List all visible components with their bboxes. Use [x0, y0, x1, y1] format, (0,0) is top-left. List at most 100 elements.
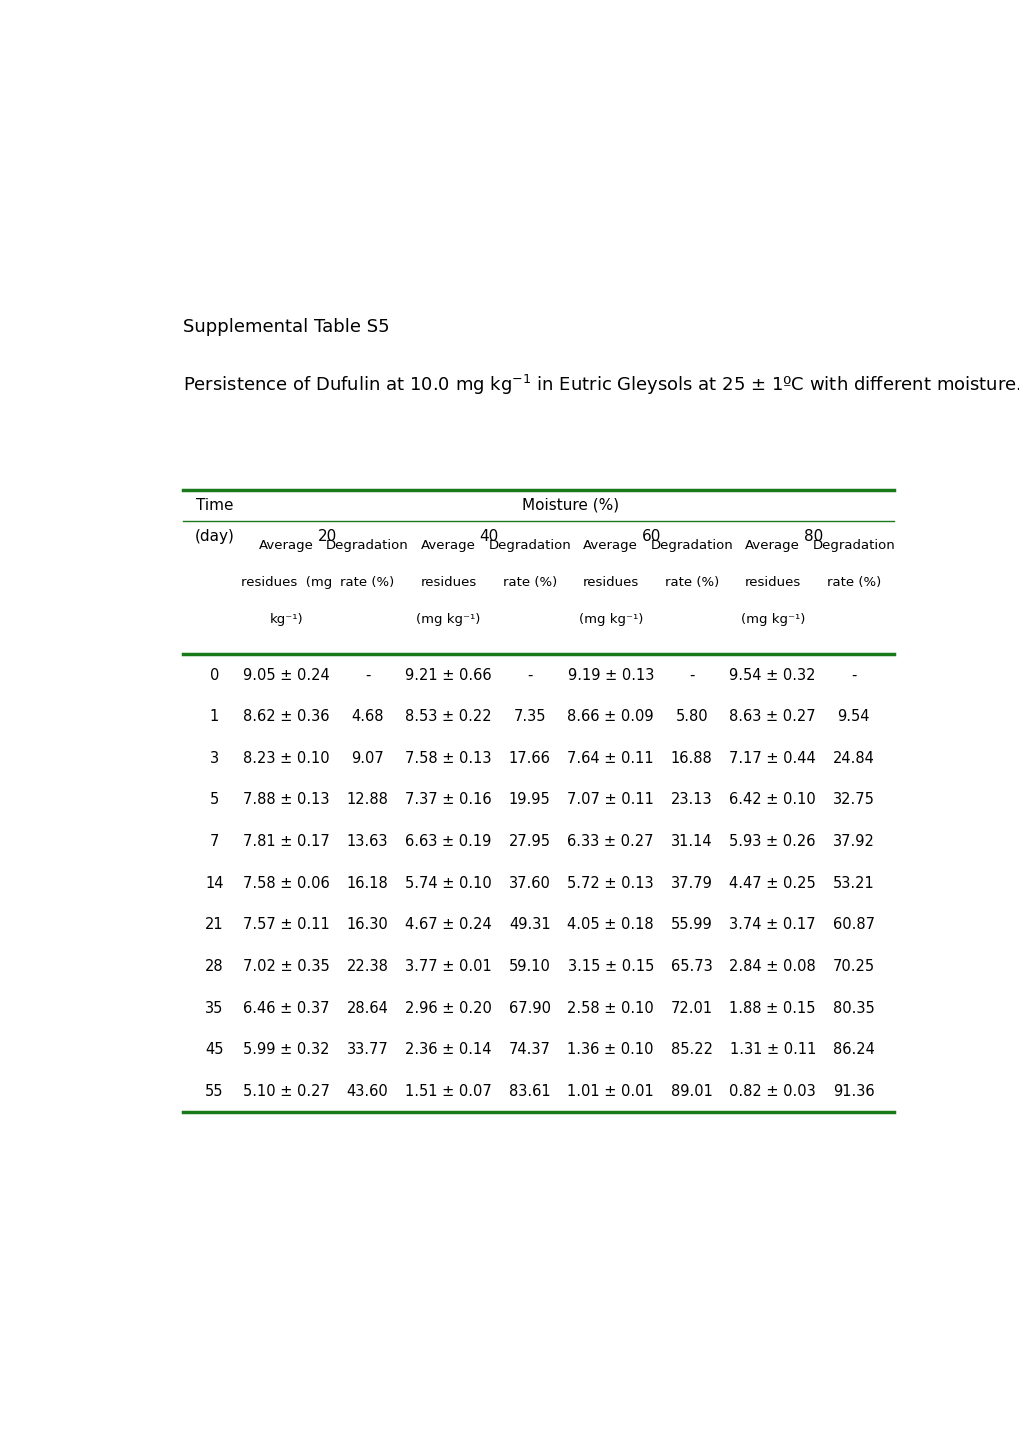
Text: Moisture (%): Moisture (%) [521, 498, 619, 512]
Text: Degradation: Degradation [326, 538, 409, 551]
Text: 8.63 ± 0.27: 8.63 ± 0.27 [729, 709, 815, 724]
Text: 7: 7 [210, 834, 219, 848]
Text: 5.74 ± 0.10: 5.74 ± 0.10 [405, 876, 491, 890]
Text: 37.92: 37.92 [833, 834, 874, 848]
Text: 27.95: 27.95 [508, 834, 550, 848]
Text: Average: Average [583, 538, 638, 551]
Text: 1.51 ± 0.07: 1.51 ± 0.07 [405, 1084, 491, 1098]
Text: 53.21: 53.21 [833, 876, 873, 890]
Text: 9.19 ± 0.13: 9.19 ± 0.13 [567, 668, 653, 683]
Text: 32.75: 32.75 [833, 792, 874, 808]
Text: 5.93 ± 0.26: 5.93 ± 0.26 [729, 834, 815, 848]
Text: 59.10: 59.10 [508, 960, 550, 974]
Text: 86.24: 86.24 [833, 1042, 874, 1058]
Text: 49.31: 49.31 [508, 918, 550, 932]
Text: -: - [689, 668, 694, 683]
Text: 74.37: 74.37 [508, 1042, 550, 1058]
Text: residues: residues [744, 576, 800, 589]
Text: 16.18: 16.18 [346, 876, 388, 890]
Text: Supplemental Table S5: Supplemental Table S5 [182, 317, 389, 336]
Text: 16.88: 16.88 [671, 750, 712, 766]
Text: (mg kg⁻¹): (mg kg⁻¹) [578, 613, 642, 626]
Text: 7.81 ± 0.17: 7.81 ± 0.17 [243, 834, 329, 848]
Text: kg⁻¹): kg⁻¹) [269, 613, 303, 626]
Text: rate (%): rate (%) [502, 576, 556, 589]
Text: 21: 21 [205, 918, 223, 932]
Text: 6.42 ± 0.10: 6.42 ± 0.10 [729, 792, 815, 808]
Text: 7.37 ± 0.16: 7.37 ± 0.16 [405, 792, 491, 808]
Text: Degradation: Degradation [488, 538, 571, 551]
Text: 6.63 ± 0.19: 6.63 ± 0.19 [406, 834, 491, 848]
Text: Persistence of Dufulin at 10.0 mg kg$^{-1}$ in Eutric Gleysols at 25 ± 1ºC with : Persistence of Dufulin at 10.0 mg kg$^{-… [182, 374, 1019, 397]
Text: 7.17 ± 0.44: 7.17 ± 0.44 [729, 750, 815, 766]
Text: 2.58 ± 0.10: 2.58 ± 0.10 [567, 1000, 653, 1016]
Text: 1.88 ± 0.15: 1.88 ± 0.15 [729, 1000, 815, 1016]
Text: 65.73: 65.73 [671, 960, 712, 974]
Text: 8.23 ± 0.10: 8.23 ± 0.10 [244, 750, 329, 766]
Text: 80: 80 [803, 530, 822, 544]
Text: 9.05 ± 0.24: 9.05 ± 0.24 [243, 668, 329, 683]
Text: 17.66: 17.66 [508, 750, 550, 766]
Text: 8.53 ± 0.22: 8.53 ± 0.22 [405, 709, 491, 724]
Text: 55: 55 [205, 1084, 223, 1098]
Text: 60.87: 60.87 [832, 918, 874, 932]
Text: 89.01: 89.01 [671, 1084, 712, 1098]
Text: 7.64 ± 0.11: 7.64 ± 0.11 [567, 750, 653, 766]
Text: 13.63: 13.63 [346, 834, 388, 848]
Text: 9.54 ± 0.32: 9.54 ± 0.32 [729, 668, 815, 683]
Text: 22.38: 22.38 [346, 960, 388, 974]
Text: 43.60: 43.60 [346, 1084, 388, 1098]
Text: 85.22: 85.22 [671, 1042, 712, 1058]
Text: 83.61: 83.61 [508, 1084, 550, 1098]
Text: 0: 0 [210, 668, 219, 683]
Text: -: - [527, 668, 532, 683]
Text: 3.74 ± 0.17: 3.74 ± 0.17 [729, 918, 815, 932]
Text: 8.62 ± 0.36: 8.62 ± 0.36 [244, 709, 329, 724]
Text: 3.15 ± 0.15: 3.15 ± 0.15 [567, 960, 653, 974]
Text: 67.90: 67.90 [508, 1000, 550, 1016]
Text: 24.84: 24.84 [833, 750, 874, 766]
Text: 5.99 ± 0.32: 5.99 ± 0.32 [244, 1042, 329, 1058]
Text: Average: Average [745, 538, 799, 551]
Text: 31.14: 31.14 [671, 834, 712, 848]
Text: (day): (day) [195, 530, 234, 544]
Text: Average: Average [259, 538, 314, 551]
Text: rate (%): rate (%) [664, 576, 718, 589]
Text: 4.47 ± 0.25: 4.47 ± 0.25 [729, 876, 815, 890]
Text: 4.05 ± 0.18: 4.05 ± 0.18 [567, 918, 653, 932]
Text: 28.64: 28.64 [346, 1000, 388, 1016]
Text: 8.66 ± 0.09: 8.66 ± 0.09 [567, 709, 653, 724]
Text: 19.95: 19.95 [508, 792, 550, 808]
Text: 28: 28 [205, 960, 223, 974]
Text: 7.57 ± 0.11: 7.57 ± 0.11 [243, 918, 329, 932]
Text: 9.21 ± 0.66: 9.21 ± 0.66 [405, 668, 491, 683]
Text: 0.82 ± 0.03: 0.82 ± 0.03 [729, 1084, 815, 1098]
Text: 5.80: 5.80 [675, 709, 707, 724]
Text: rate (%): rate (%) [340, 576, 394, 589]
Text: 33.77: 33.77 [346, 1042, 388, 1058]
Text: 23.13: 23.13 [671, 792, 712, 808]
Text: 3: 3 [210, 750, 219, 766]
Text: residues: residues [420, 576, 476, 589]
Text: 60: 60 [641, 530, 660, 544]
Text: 4.68: 4.68 [351, 709, 383, 724]
Text: Average: Average [421, 538, 476, 551]
Text: 9.54: 9.54 [837, 709, 869, 724]
Text: 6.46 ± 0.37: 6.46 ± 0.37 [244, 1000, 329, 1016]
Text: 5.72 ± 0.13: 5.72 ± 0.13 [567, 876, 653, 890]
Text: 91.36: 91.36 [833, 1084, 873, 1098]
Text: Degradation: Degradation [650, 538, 733, 551]
Text: 2.96 ± 0.20: 2.96 ± 0.20 [405, 1000, 491, 1016]
Text: 37.79: 37.79 [671, 876, 712, 890]
Text: 80.35: 80.35 [833, 1000, 873, 1016]
Text: 7.35: 7.35 [513, 709, 545, 724]
Text: rate (%): rate (%) [825, 576, 880, 589]
Text: residues: residues [582, 576, 638, 589]
Text: 4.67 ± 0.24: 4.67 ± 0.24 [405, 918, 491, 932]
Text: 20: 20 [317, 530, 336, 544]
Text: 55.99: 55.99 [671, 918, 712, 932]
Text: 72.01: 72.01 [671, 1000, 712, 1016]
Text: 5: 5 [210, 792, 219, 808]
Text: 1: 1 [210, 709, 219, 724]
Text: 7.58 ± 0.13: 7.58 ± 0.13 [405, 750, 491, 766]
